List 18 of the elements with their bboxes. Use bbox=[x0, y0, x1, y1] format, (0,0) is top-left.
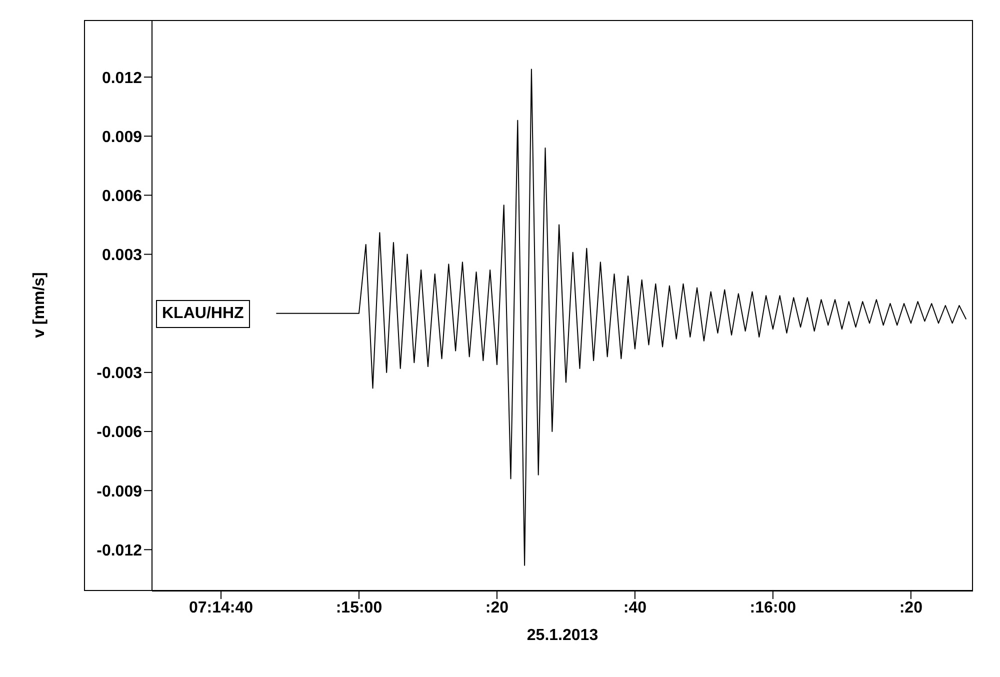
x-tick-label: :20 bbox=[485, 599, 509, 616]
x-tick-label: :15:00 bbox=[336, 599, 382, 616]
y-axis-title: v [mm/s] bbox=[31, 270, 49, 340]
y-tick-label: -0.003 bbox=[96, 365, 142, 382]
y-tick-label: 0.009 bbox=[102, 128, 142, 146]
y-tick-label: 0.006 bbox=[102, 188, 142, 205]
y-tick-label: 0.012 bbox=[102, 70, 142, 87]
x-axis-title: 25.1.2013 bbox=[526, 627, 600, 645]
x-tick-label: :40 bbox=[623, 599, 647, 616]
y-tick-label: -0.006 bbox=[96, 424, 142, 442]
y-tick-label: 0.003 bbox=[102, 246, 142, 264]
y-tick-label: -0.012 bbox=[96, 542, 142, 560]
y-tick-label: -0.009 bbox=[96, 483, 142, 500]
x-tick-label: 07:14:40 bbox=[188, 599, 254, 616]
line-series bbox=[276, 68, 967, 566]
x-tick-label: :20 bbox=[899, 599, 923, 616]
x-tick-label: :16:00 bbox=[750, 599, 796, 616]
annotation: KLAU/HHZ bbox=[156, 300, 250, 328]
